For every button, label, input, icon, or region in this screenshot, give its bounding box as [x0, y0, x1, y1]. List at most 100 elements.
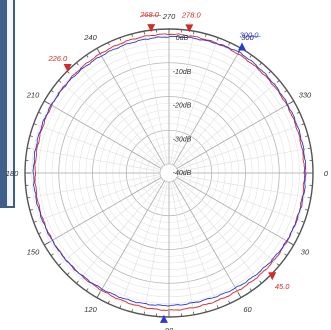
boundary-tick	[50, 253, 54, 256]
boundary-tick	[307, 197, 311, 199]
grid-spoke	[143, 31, 168, 165]
boundary-tick	[96, 292, 101, 298]
radial-tick-label: -10dB	[173, 69, 192, 76]
boundary-tick	[58, 80, 62, 83]
angle-tick-label: 180	[6, 169, 19, 178]
grid-spoke	[175, 80, 280, 168]
grid-spoke	[176, 100, 294, 169]
grid-spoke	[174, 179, 262, 284]
marker-label: 226.0	[47, 54, 68, 63]
angle-tick-label: 30	[301, 248, 310, 257]
boundary-tick	[107, 300, 110, 304]
boundary-tick	[119, 305, 122, 309]
boundary-tick	[76, 62, 79, 66]
angle-tick-label: 210	[26, 91, 40, 100]
label-layer: 0 30 60 90 120 150 180 210 240 270 300 330 0dB -10dB -…	[6, 10, 329, 330]
grid-spoke	[170, 181, 195, 315]
boundary-tick	[29, 135, 33, 137]
boundary-tick	[305, 209, 309, 211]
boundary-tick	[237, 292, 242, 298]
grid-spoke	[174, 62, 262, 167]
radial-tick-label: -30dB	[173, 136, 192, 143]
grid-spoke	[33, 175, 161, 223]
grid-spoke	[177, 175, 305, 223]
grid-spoke	[119, 181, 167, 309]
boundary-tick	[307, 147, 311, 149]
grid-spoke	[44, 177, 162, 246]
boundary-tick	[249, 54, 252, 58]
boundary-tick	[276, 263, 280, 266]
marker-label: 2̶6̶8̶.̶0̶	[139, 10, 162, 19]
boundary-tick	[66, 272, 70, 276]
angle-tick-label: 120	[84, 305, 97, 314]
marker-triangle	[147, 24, 156, 33]
angle-tick-label: 0	[324, 169, 329, 178]
series-trace-0	[34, 33, 306, 311]
grid-spoke	[171, 181, 219, 309]
radial-tick-label: 0dB	[176, 35, 189, 42]
grid-spoke	[44, 100, 162, 169]
boundary-tick	[143, 31, 145, 35]
polar-grid	[24, 28, 314, 318]
boundary-tick	[288, 100, 294, 105]
boundary-tick	[205, 309, 207, 313]
marker-label: 45.0	[275, 282, 290, 291]
angle-tick-label: 330	[299, 91, 312, 100]
angle-tick-label: 300	[241, 33, 254, 42]
grid-spoke	[58, 80, 163, 168]
marker-layer	[63, 24, 277, 323]
boundary-tick	[86, 54, 89, 58]
grid-spoke	[176, 177, 294, 246]
grid-spoke	[33, 123, 161, 171]
angle-tick-label: 90	[165, 326, 174, 330]
marker-triangle	[185, 24, 194, 33]
boundary-tick	[38, 232, 42, 235]
boundary-tick	[27, 197, 31, 199]
boundary-tick	[296, 111, 300, 114]
boundary-tick	[44, 241, 50, 246]
grid-spoke	[175, 178, 280, 266]
boundary-tick	[276, 80, 280, 83]
grid-spoke	[177, 123, 305, 171]
grid-spoke	[173, 48, 242, 166]
boundary-tick	[305, 135, 309, 137]
boundary-tick	[296, 232, 300, 235]
boundary-tick	[288, 241, 294, 246]
series-trace-1	[32, 35, 307, 307]
boundary-tick	[228, 300, 231, 304]
boundary-tick	[33, 123, 37, 126]
boundary-tick	[44, 100, 50, 105]
boundary-tick	[119, 37, 122, 41]
boundary-tick	[216, 37, 219, 41]
boundary-tick	[249, 288, 252, 292]
marker-triangle	[238, 42, 246, 51]
grid-spoke	[96, 48, 165, 166]
grid-spoke	[177, 174, 311, 199]
boundary-tick	[33, 220, 37, 223]
marker-label: 278.0	[181, 11, 202, 20]
marker-triangle	[159, 314, 168, 323]
angle-tick-label: 60	[243, 305, 252, 314]
side-panel	[0, 0, 15, 208]
marker-triangle	[268, 272, 277, 281]
boundary-tick	[284, 253, 288, 256]
boundary-tick	[50, 90, 54, 93]
side-panel-strip	[0, 0, 7, 206]
boundary-tick	[96, 48, 101, 54]
boundary-tick	[131, 309, 133, 313]
grid-spoke	[170, 31, 195, 165]
boundary-tick	[29, 209, 33, 211]
grid-spoke	[58, 178, 163, 266]
grid-spoke	[27, 174, 161, 199]
radial-tick-label: -20dB	[173, 103, 192, 110]
angle-tick-label: 240	[83, 33, 97, 42]
radial-tick-label: -40dB	[173, 170, 192, 177]
boundary-tick	[301, 123, 305, 126]
boundary-tick	[268, 70, 272, 74]
grid-spoke	[177, 147, 311, 172]
grid-spoke	[27, 147, 161, 172]
series-layer	[32, 33, 307, 311]
grid-spoke	[171, 37, 219, 165]
boundary-tick	[86, 288, 89, 292]
boundary-tick	[76, 280, 79, 284]
